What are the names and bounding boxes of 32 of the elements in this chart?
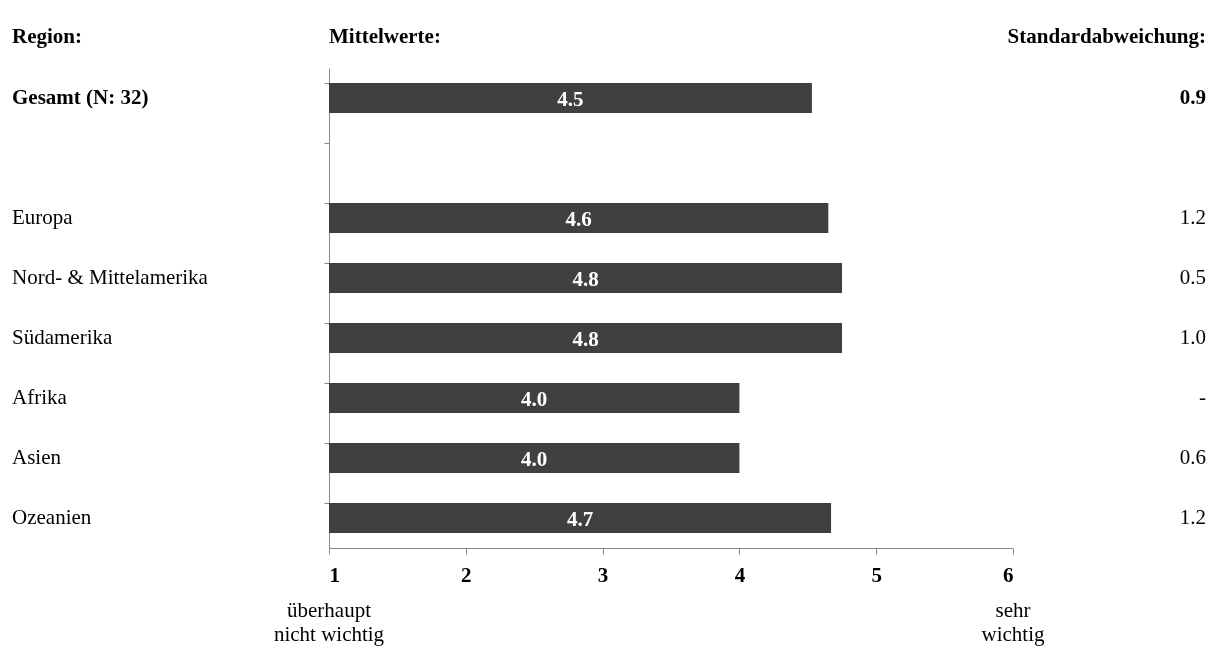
y-tick-label: Gesamt (N: 32) [12,85,149,109]
x-tick-label: 5 [871,562,882,587]
text: 1.0 [1179,325,1206,349]
data-label: 4.0 [521,447,548,471]
x-tick-label: 6 [1003,562,1014,587]
text: überhaupt nicht wichtig [273,598,385,646]
data-label: 4.5 [557,87,584,111]
y-tick-label: Nord- & Mittelamerika [12,265,209,289]
text: 0.9 [1179,85,1206,109]
y-tick-label: Südamerika [12,325,113,349]
x-tick-label: 4 [734,562,746,587]
data-label: 4.8 [572,267,599,291]
text: 0.5 [1179,265,1206,289]
text: - [1199,385,1206,409]
data-label: 4.7 [566,507,594,531]
x-tick-label: 2 [461,562,472,587]
text: 1.2 [1179,505,1206,529]
text: sehr wichtig [981,598,1045,646]
text: Mittelwerte: [329,24,441,48]
y-tick-label: Europa [12,205,74,229]
data-label: 4.6 [565,207,592,231]
x-tick-label: 1 [329,562,340,587]
x-tick-label: 3 [597,562,609,587]
text: Region: [12,24,82,48]
y-tick-label: Afrika [12,385,68,409]
data-label: 4.8 [572,327,599,351]
y-tick-label: Ozeanien [12,505,92,529]
text: 0.6 [1179,445,1206,469]
data-label: 4.0 [521,387,548,411]
y-tick-label: Asien [12,445,62,469]
text: 1.2 [1179,205,1206,229]
text: Standardabweichung: [1007,24,1206,48]
